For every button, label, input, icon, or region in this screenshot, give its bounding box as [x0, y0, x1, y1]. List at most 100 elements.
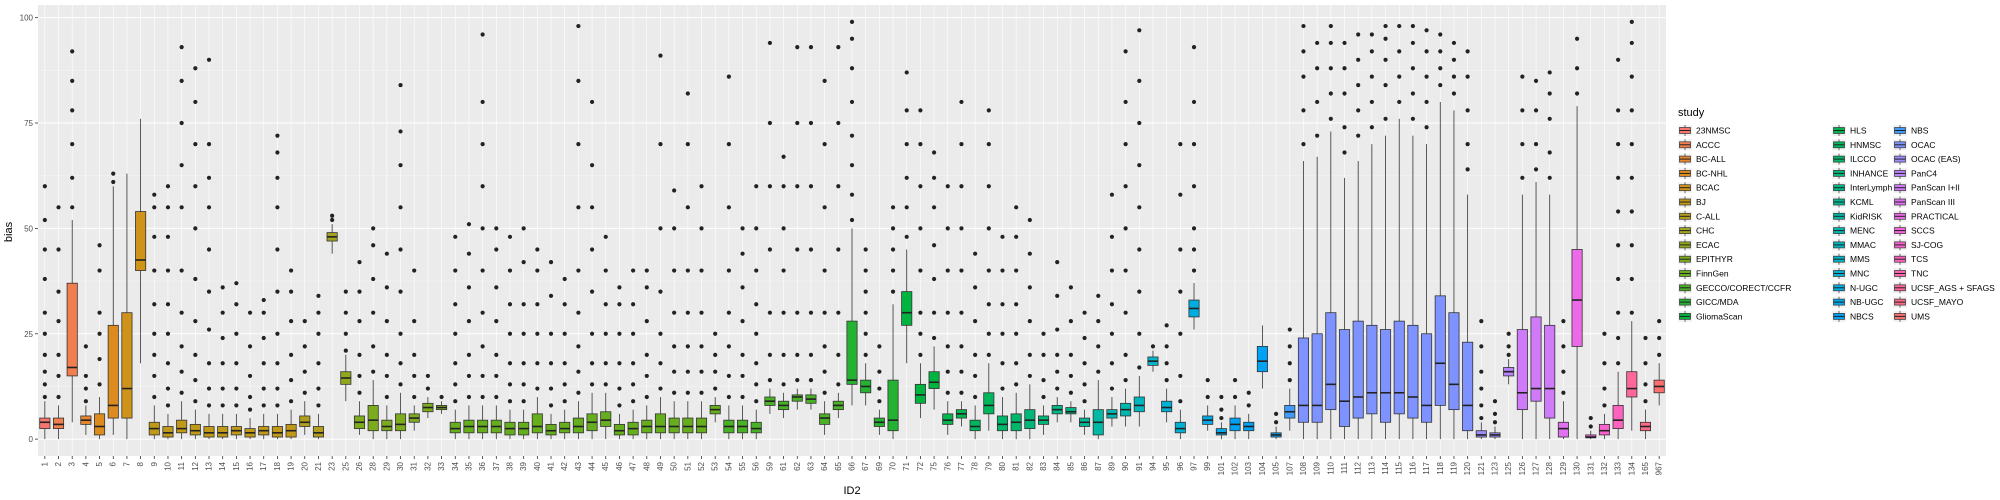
outlier-point	[1547, 116, 1552, 121]
outlier-point	[480, 99, 485, 105]
outlier-point	[70, 205, 75, 210]
box-iqr	[969, 419, 981, 432]
outlier-point	[1328, 66, 1333, 71]
outlier-point	[1356, 32, 1361, 37]
outlier-point	[548, 386, 554, 391]
outlier-point	[179, 120, 184, 126]
box-46	[613, 285, 625, 440]
outlier-point	[603, 331, 608, 336]
outlier-point	[1438, 82, 1443, 88]
x-tick-label: 2	[54, 461, 63, 466]
outlier-point	[808, 45, 814, 50]
legend-label: N-UGC	[1850, 283, 1878, 293]
x-axis: 1 2 3 4 5 6 7 8 9 10 11 12 13 14 15 16 17 18 19 20 21 23 25 26 2…	[40, 456, 1664, 475]
outlier-point	[589, 361, 595, 366]
outlier-point	[877, 386, 882, 391]
outlier-point	[631, 268, 636, 273]
outlier-point	[1616, 57, 1621, 62]
box-77	[955, 99, 967, 427]
outlier-point	[672, 268, 677, 273]
outlier-point	[808, 184, 814, 189]
outlier-point	[1096, 344, 1101, 349]
box-iqr	[1571, 249, 1583, 347]
x-tick-label: 95	[1162, 461, 1171, 470]
outlier-point	[42, 352, 47, 357]
x-tick-label: 76	[943, 461, 952, 470]
outlier-point	[152, 205, 157, 210]
outlier-point	[589, 247, 595, 252]
legend-item: ILCCO	[1832, 153, 1876, 165]
x-tick-label: 55	[738, 461, 747, 470]
x-tick-label: 78	[971, 461, 980, 470]
outlier-point	[973, 285, 978, 290]
outlier-point	[904, 175, 909, 180]
outlier-point	[1191, 247, 1197, 252]
outlier-point	[1561, 390, 1566, 395]
x-tick-label: 12	[191, 461, 200, 470]
outlier-point	[918, 184, 923, 189]
outlier-point	[767, 378, 773, 383]
box-67	[860, 247, 872, 406]
x-tick-label: 53	[711, 461, 720, 470]
x-tick-label: 17	[259, 461, 268, 470]
outlier-point	[685, 310, 690, 315]
x-tick-label: 127	[1532, 461, 1541, 475]
box-iqr	[1516, 329, 1528, 411]
y-axis-title: bias	[3, 221, 15, 242]
outlier-point	[111, 171, 116, 176]
legend-label: MMS	[1850, 254, 1870, 264]
outlier-point	[1287, 361, 1292, 366]
outlier-point	[1164, 361, 1169, 366]
outlier-point	[1096, 319, 1101, 324]
outlier-point	[1602, 331, 1607, 336]
box-85	[1065, 285, 1077, 423]
outlier-point	[959, 99, 964, 105]
outlier-point	[959, 184, 964, 189]
outlier-point	[1424, 74, 1429, 79]
outlier-point	[658, 53, 663, 58]
outlier-point	[672, 369, 677, 374]
legend-label: ECAC	[1696, 240, 1720, 250]
outlier-point	[699, 310, 704, 315]
outlier-point	[247, 310, 253, 315]
outlier-point	[863, 268, 868, 273]
outlier-point	[152, 352, 157, 357]
outlier-point	[1410, 91, 1416, 96]
x-tick-label: 96	[1176, 461, 1185, 470]
box-iqr	[271, 426, 283, 438]
outlier-point	[726, 205, 731, 210]
outlier-point	[70, 49, 75, 54]
outlier-point	[234, 302, 239, 307]
outlier-point	[1246, 403, 1251, 408]
box-iqr	[1174, 421, 1186, 434]
outlier-point	[466, 394, 472, 400]
outlier-point	[726, 268, 731, 273]
outlier-point	[1191, 99, 1197, 105]
outlier-point	[1424, 28, 1429, 33]
outlier-point	[822, 344, 827, 349]
outlier-point	[343, 310, 348, 315]
x-tick-label: 6	[109, 461, 118, 466]
outlier-point	[1657, 319, 1662, 324]
outlier-point	[1315, 66, 1320, 71]
y-axis: 0 25 50 75 100	[20, 14, 38, 444]
outlier-point	[42, 331, 47, 336]
outlier-point	[767, 352, 773, 357]
legend-label: PanScan III	[1911, 197, 1955, 207]
box-iqr	[1325, 312, 1337, 411]
outlier-point	[959, 268, 964, 273]
outlier-point	[152, 302, 157, 307]
box-71	[901, 70, 913, 364]
outlier-point	[1383, 23, 1388, 29]
outlier-point	[1041, 378, 1046, 383]
outlier-point	[822, 78, 827, 83]
box-42	[559, 276, 571, 440]
outlier-point	[699, 184, 704, 189]
box-134	[1626, 19, 1638, 431]
x-tick-label: 130	[1573, 461, 1582, 475]
box-iqr	[559, 421, 571, 434]
box-iqr	[1544, 324, 1556, 419]
box-9	[148, 192, 160, 440]
outlier-point	[384, 394, 389, 400]
